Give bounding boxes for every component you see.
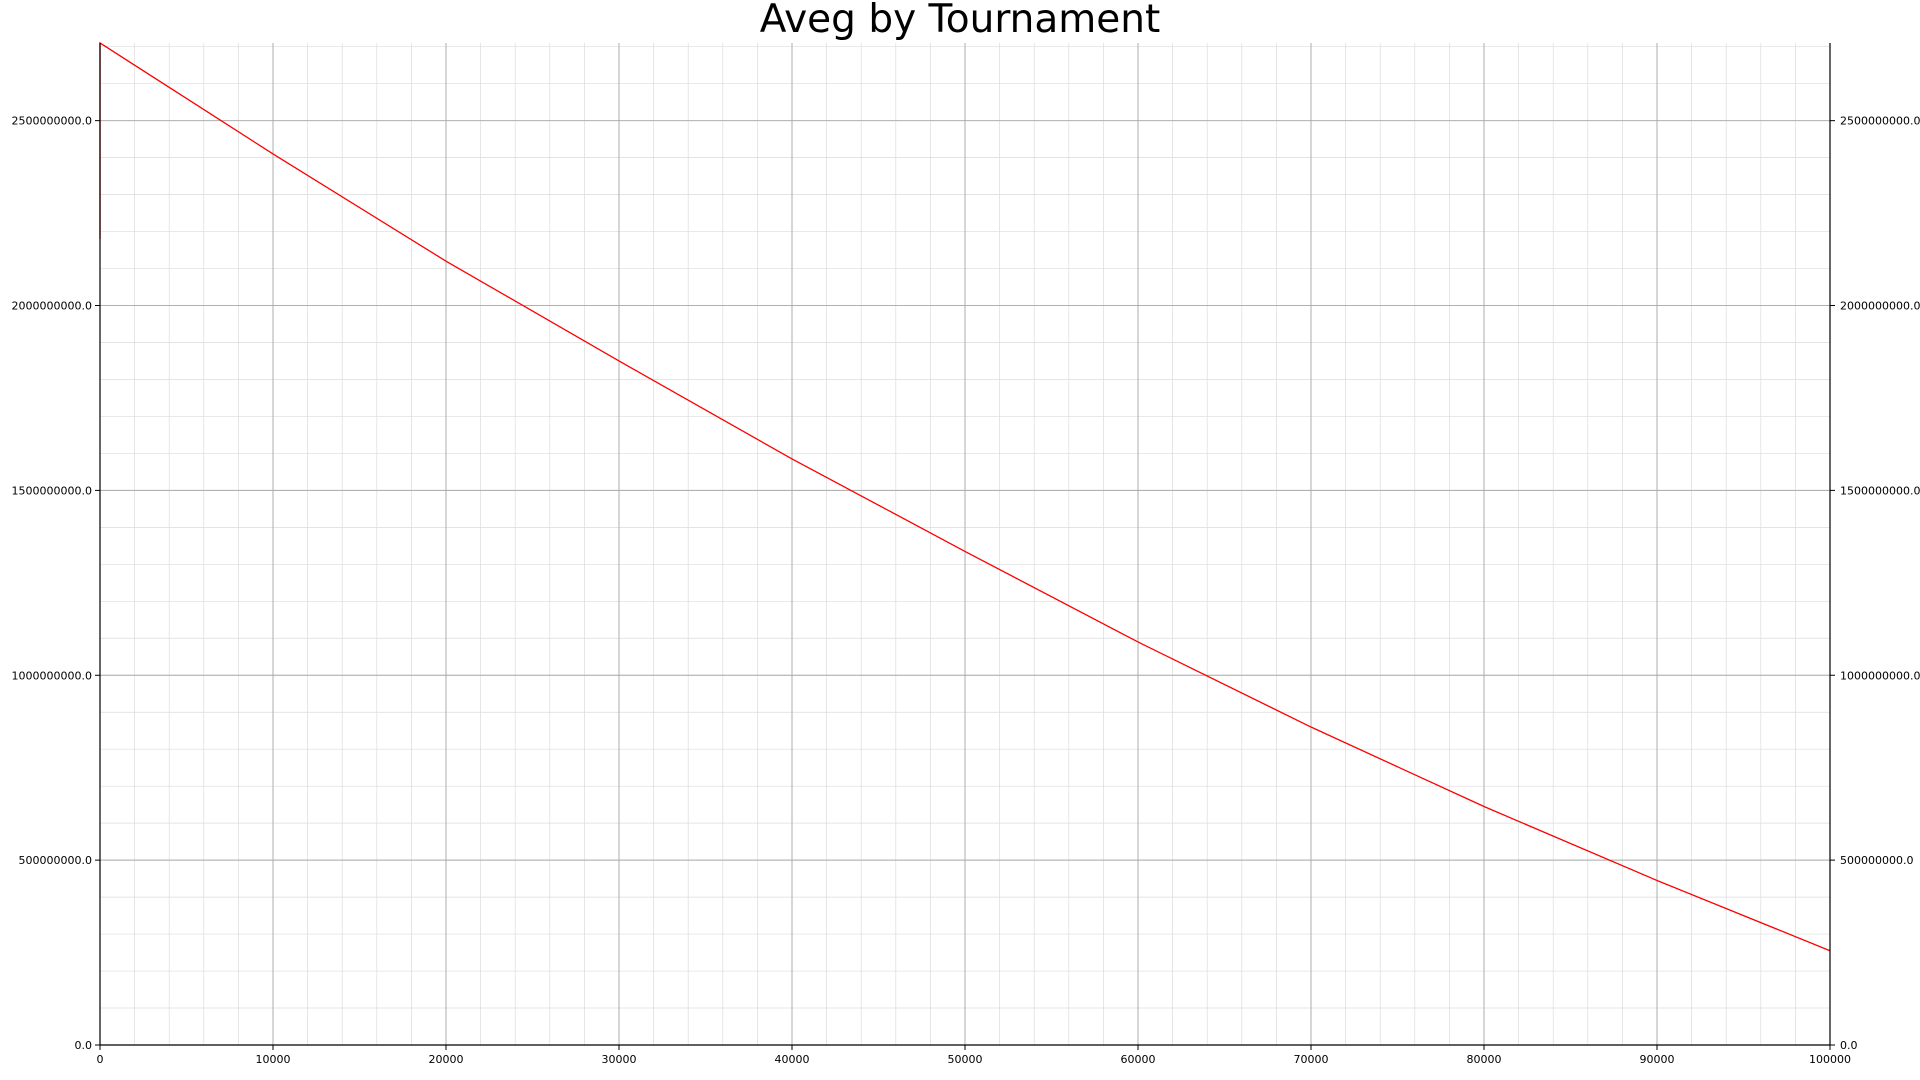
x-tick-label: 20000 xyxy=(429,1053,464,1066)
y-tick-label-left: 1500000000.0 xyxy=(12,484,92,497)
x-tick-label: 10000 xyxy=(256,1053,291,1066)
x-tick-label: 90000 xyxy=(1640,1053,1675,1066)
chart-title: Aveg by Tournament xyxy=(759,0,1161,42)
y-tick-label-right: 2500000000.0 xyxy=(1840,115,1920,128)
y-tick-label-right: 0.0 xyxy=(1840,1039,1858,1052)
x-tick-label: 60000 xyxy=(1121,1053,1156,1066)
y-tick-label-left: 2500000000.0 xyxy=(12,115,92,128)
y-tick-label-right: 1000000000.0 xyxy=(1840,669,1920,682)
x-tick-label: 100000 xyxy=(1809,1053,1851,1066)
x-tick-label: 40000 xyxy=(775,1053,810,1066)
series-layer xyxy=(99,41,1831,952)
series-line-0 xyxy=(99,41,1831,952)
y-tick-label-left: 2000000000.0 xyxy=(12,300,92,313)
x-tick-label: 0 xyxy=(97,1053,104,1066)
major-grid xyxy=(99,43,1831,1046)
x-tick-label: 30000 xyxy=(602,1053,637,1066)
y-tick-label-right: 1500000000.0 xyxy=(1840,484,1920,497)
x-tick-label: 50000 xyxy=(948,1053,983,1066)
y-tick-label-left: 0.0 xyxy=(75,1039,93,1052)
x-tick-label: 70000 xyxy=(1294,1053,1329,1066)
y-tick-label-left: 500000000.0 xyxy=(19,854,92,867)
x-tick-label: 80000 xyxy=(1467,1053,1502,1066)
ticks: 0 10000 20000 30000 40000 50000 60000 70000 8000… xyxy=(12,115,1920,1066)
y-tick-label-right: 2000000000.0 xyxy=(1840,300,1920,313)
y-tick-label-left: 1000000000.0 xyxy=(12,669,92,682)
y-tick-label-right: 500000000.0 xyxy=(1840,854,1913,867)
